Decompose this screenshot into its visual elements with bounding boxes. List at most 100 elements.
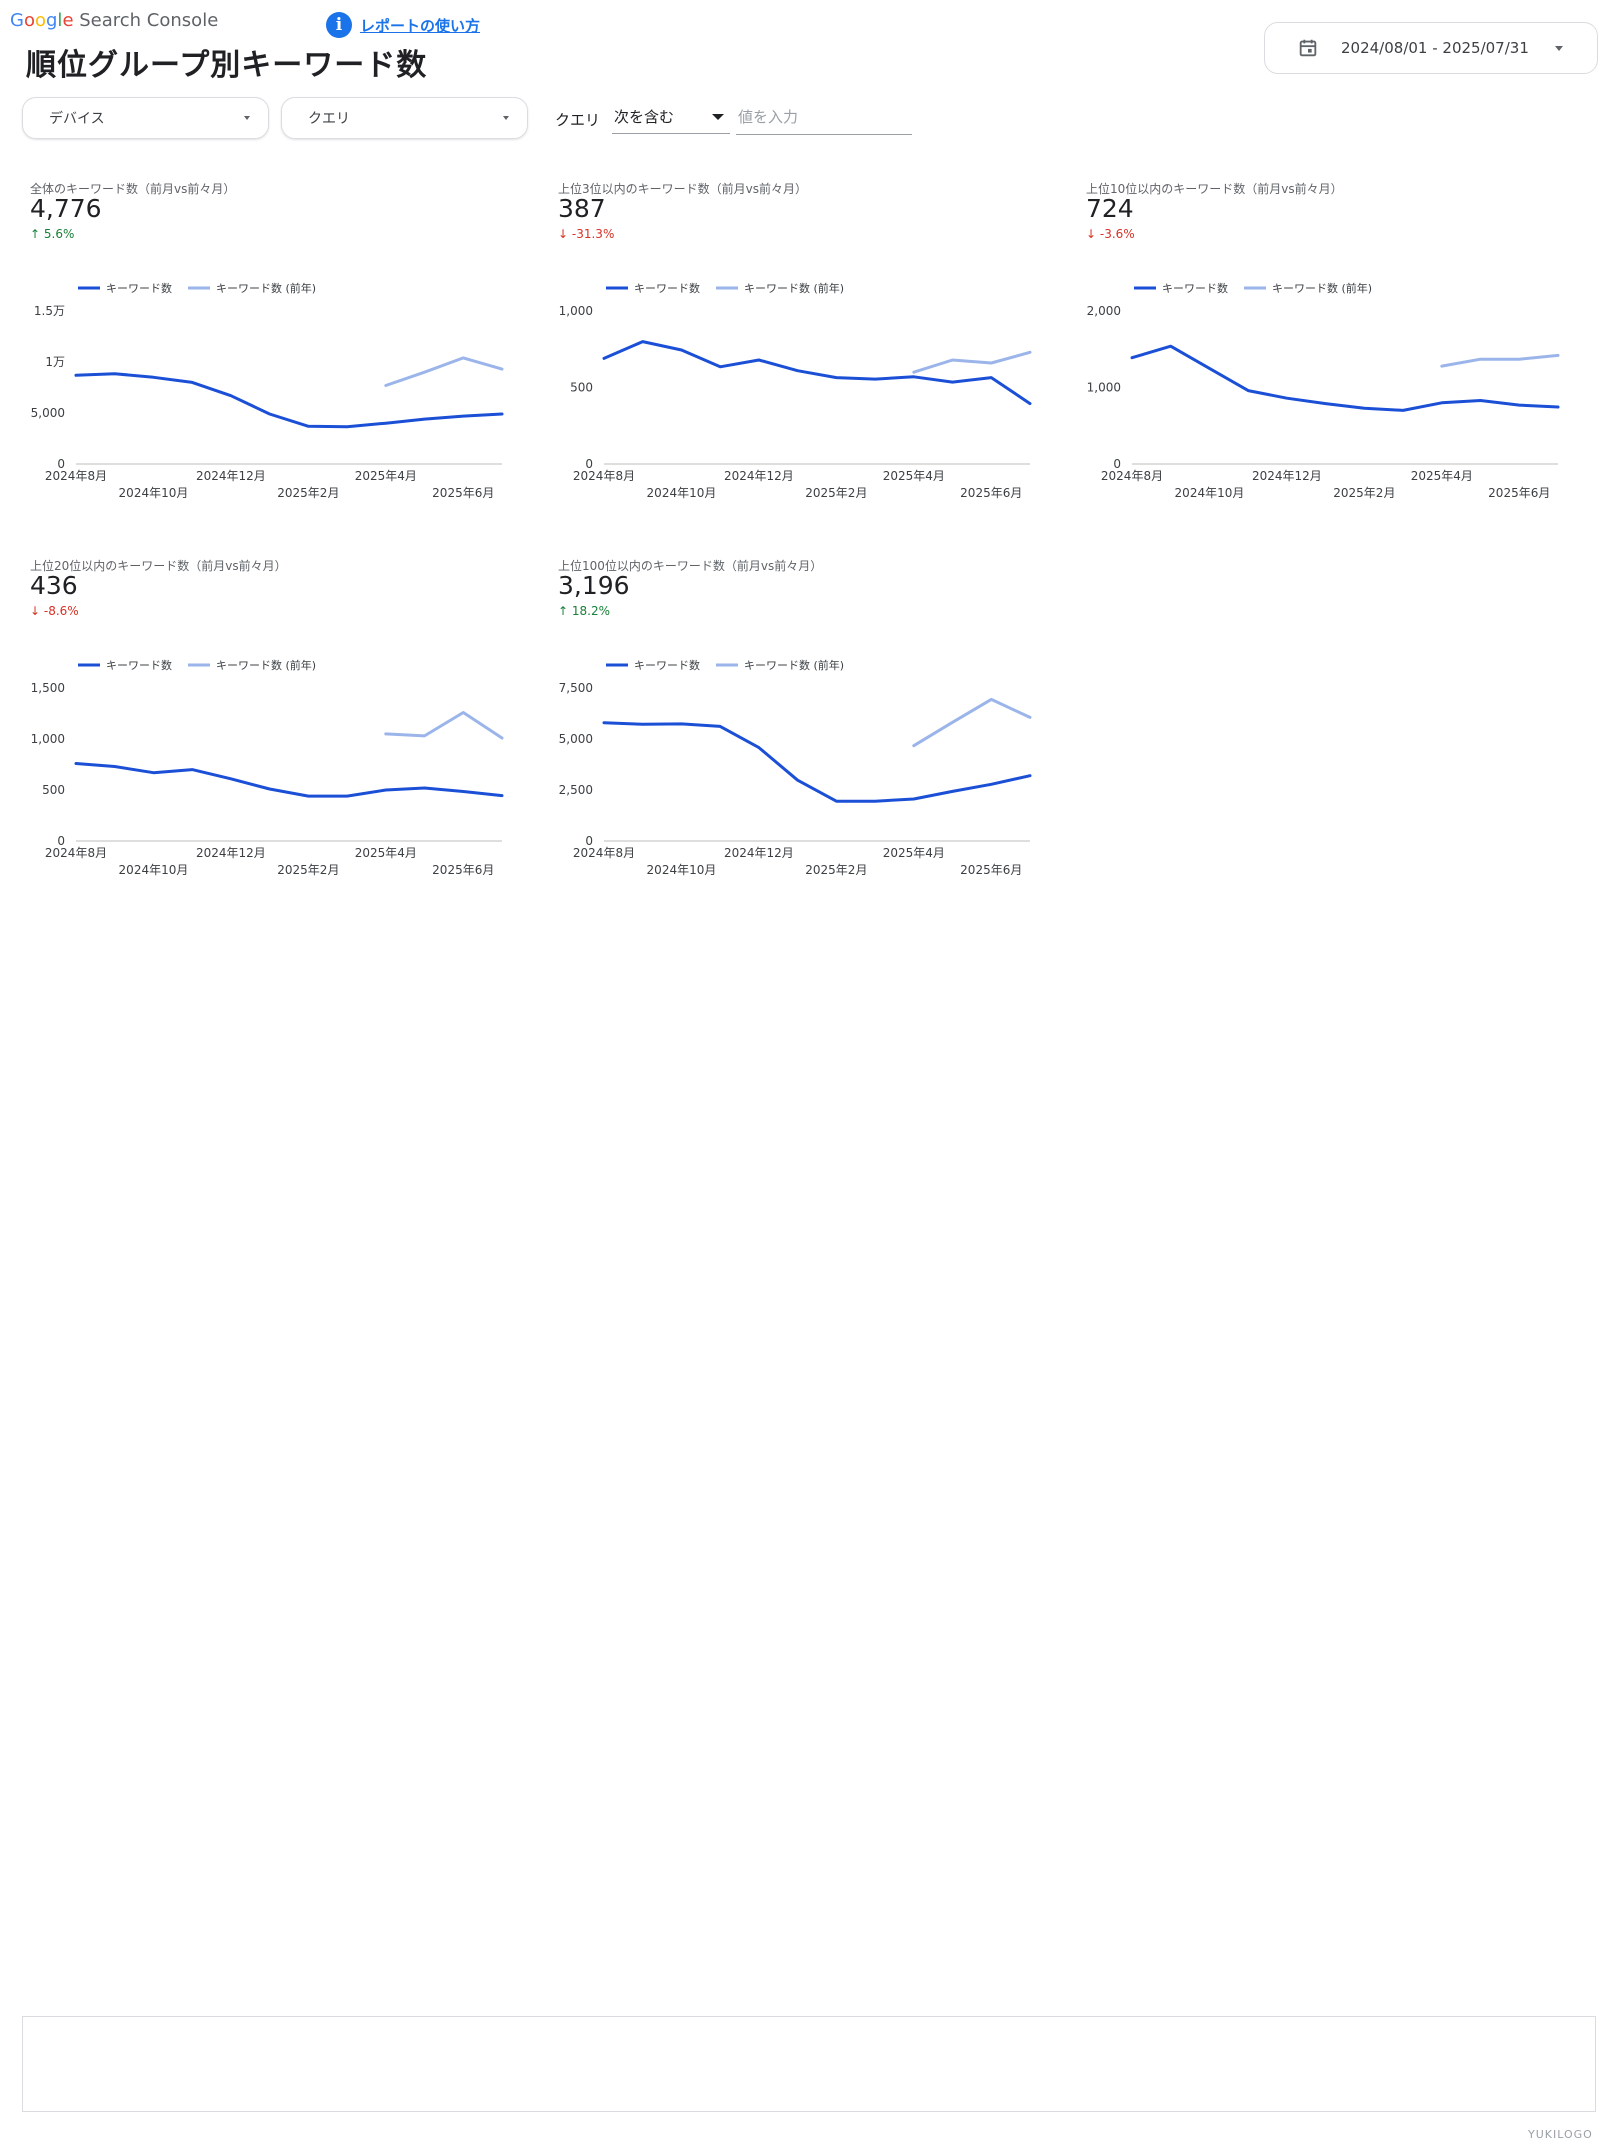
legend-label-previous: キーワード数 (前年) [744,658,844,672]
x-tick-label: 2025年2月 [277,863,339,877]
x-tick-label: 2025年4月 [1411,469,1473,483]
x-tick-label: 2024年10月 [119,486,189,500]
y-tick-label: 1,000 [31,732,65,746]
page-title: 順位グループ別キーワード数 [26,48,428,83]
card-title: 上位100位以内のキーワード数（前月vs前々月） [558,559,823,573]
logo-letter-e: e [62,10,74,31]
match-type-select[interactable]: 次を含む [612,100,730,134]
delta-arrow-icon: ↑ [558,604,569,618]
logo-letter-g: G [10,10,24,31]
x-tick-label: 2025年2月 [805,863,867,877]
x-tick-label: 2025年6月 [960,486,1022,500]
y-tick-label: 5,000 [31,406,65,420]
dropdown-arrow-icon [712,113,724,120]
date-range-text: 2024/08/01 - 2025/07/31 [1341,39,1529,57]
y-tick-label: 1,500 [31,681,65,695]
x-tick-label: 2024年10月 [647,486,717,500]
delta-value: -8.6% [43,604,79,618]
y-tick-label: 0 [585,834,593,848]
line-chart: キーワード数 キーワード数 (前年) 0 2,500 5,000 7,500 2024年8月… [559,658,1032,877]
card-title: 上位10位以内のキーワード数（前月vs前々月） [1086,182,1343,196]
y-tick-label: 0 [57,457,65,471]
empty-footer-panel [22,2016,1596,2112]
logo-letter-l: l [57,10,63,31]
query-value-input[interactable] [736,100,912,135]
delta-arrow-icon: ↑ [30,227,41,241]
logo-letter-g2: g [45,10,58,31]
legend-label-current: キーワード数 [106,659,172,672]
series-line-current [602,721,1032,803]
card-delta: ↑ 5.6% [30,227,74,241]
x-tick-label: 2024年12月 [1252,469,1322,483]
card-title: 上位20位以内のキーワード数（前月vs前々月） [30,559,287,573]
x-tick-label: 2024年8月 [45,846,107,860]
y-tick-label: 1万 [45,355,65,369]
y-tick-label: 0 [57,834,65,848]
series-line-previous [1440,353,1560,368]
chart-legend: キーワード数 キーワード数 (前年) [606,281,844,295]
y-tick-label: 5,000 [559,732,593,746]
legend-label-previous: キーワード数 (前年) [216,658,316,672]
y-tick-label: 500 [42,783,65,797]
report-help-link[interactable]: i レポートの使い方 [326,12,480,38]
y-tick-label: 1,000 [559,304,593,318]
line-chart: キーワード数 キーワード数 (前年) 0 500 1,000 2024年8月 2024年12… [559,281,1032,500]
x-tick-label: 2024年10月 [647,863,717,877]
series-line-current [602,340,1032,406]
logo-product-name: Search Console [79,10,219,31]
chart-card-all: 全体のキーワード数（前月vs前々月） 4,776 ↑ 5.6% キーワード数 キー… [30,180,540,540]
delta-value: -31.3% [571,227,615,241]
search-console-logo: Google Search Console [10,10,218,31]
chart-card-top10: 上位10位以内のキーワード数（前月vs前々月） 724 ↓ -3.6% キーワー… [1086,180,1596,540]
delta-value: 5.6% [43,227,75,241]
x-tick-label: 2025年4月 [883,846,945,860]
x-tick-label: 2024年12月 [724,846,794,860]
chevron-down-icon [244,116,250,120]
card-delta: ↓ -3.6% [1086,227,1135,241]
x-tick-label: 2025年4月 [355,469,417,483]
card-delta: ↑ 18.2% [558,604,610,618]
legend-label-previous: キーワード数 (前年) [216,281,316,295]
device-filter-label: デバイス [49,111,105,127]
y-tick-label: 500 [570,381,593,395]
x-tick-label: 2025年6月 [432,486,494,500]
card-value: 724 [1086,194,1134,223]
series-line-previous [384,711,504,740]
y-tick-label: 7,500 [559,681,593,695]
x-tick-label: 2024年10月 [119,863,189,877]
chart-legend: キーワード数 キーワード数 (前年) [78,658,316,672]
x-tick-label: 2025年4月 [355,846,417,860]
card-delta: ↓ -8.6% [30,604,79,618]
date-range-picker[interactable]: 2024/08/01 - 2025/07/31 [1264,22,1598,74]
card-value: 3,196 [558,571,630,600]
calendar-icon [1299,39,1317,57]
line-chart: キーワード数 キーワード数 (前年) 0 1,000 2,000 2024年8月 2024年… [1087,281,1560,500]
match-type-value: 次を含む [614,108,675,126]
chart-card-top3: 上位3位以内のキーワード数（前月vs前々月） 387 ↓ -31.3% キーワー… [558,180,1068,540]
x-tick-label: 2024年12月 [724,469,794,483]
query-label: クエリ [555,111,601,129]
x-tick-label: 2024年12月 [196,846,266,860]
x-tick-label: 2025年2月 [1333,486,1395,500]
chart-legend: キーワード数 キーワード数 (前年) [1134,281,1372,295]
x-tick-label: 2025年2月 [277,486,339,500]
help-link-text[interactable]: レポートの使い方 [360,16,481,35]
y-tick-label: 2,500 [559,783,593,797]
card-title: 上位3位以内のキーワード数（前月vs前々月） [558,182,807,196]
card-delta: ↓ -31.3% [558,227,614,241]
y-tick-label: 2,000 [1087,304,1121,318]
x-tick-label: 2024年8月 [1101,469,1163,483]
chart-legend: キーワード数 キーワード数 (前年) [78,281,316,295]
chevron-down-icon [503,116,509,120]
query-filter-dropdown[interactable]: クエリ [281,97,528,139]
device-filter-dropdown[interactable]: デバイス [22,97,269,139]
series-line-previous [912,350,1032,374]
x-tick-label: 2024年8月 [573,469,635,483]
series-line-current [74,762,504,798]
info-icon: i [326,12,352,38]
series-line-current [74,372,504,429]
line-chart: キーワード数 キーワード数 (前年) 0 500 1,000 1,500 2024年8月 20… [31,658,504,877]
legend-label-current: キーワード数 [634,282,700,295]
legend-label-current: キーワード数 [106,282,172,295]
card-title: 全体のキーワード数（前月vs前々月） [30,182,236,196]
